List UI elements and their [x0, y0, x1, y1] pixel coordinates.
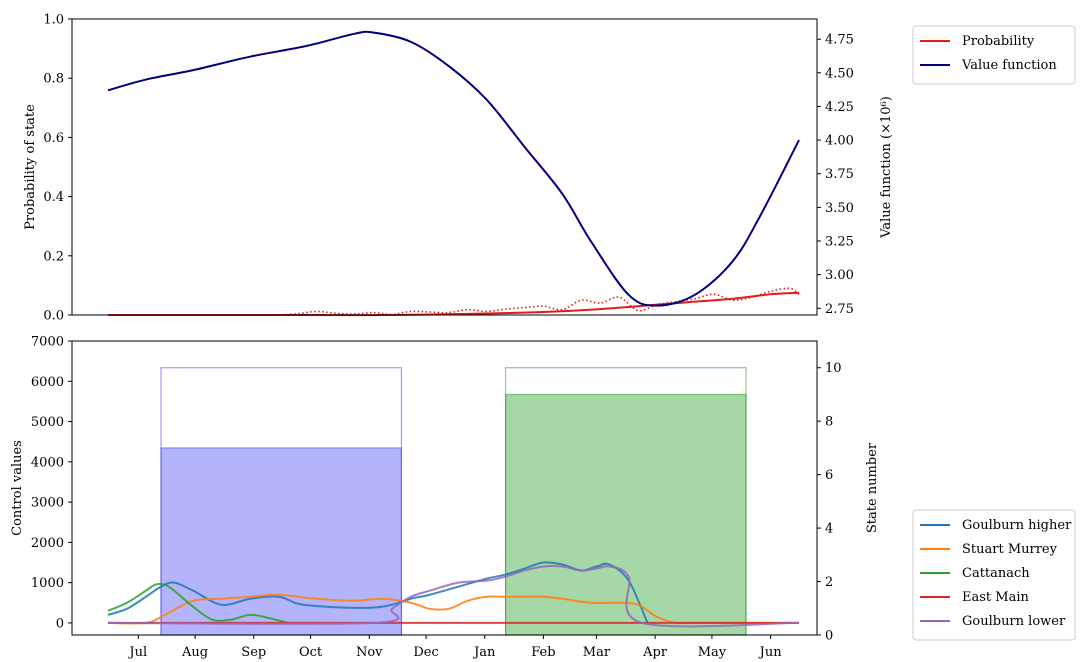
legend-top-frame: [912, 25, 1076, 85]
bottom-x-tick-label: Aug: [181, 645, 208, 660]
legend-top-label: Probability: [962, 34, 1035, 49]
bottom-left-ylabel: Control values: [10, 440, 25, 536]
top-left-tick-label: 1.0: [43, 13, 64, 28]
top-right-tick-label: 3.00: [825, 268, 854, 283]
bottom-x-ticks: Jul Aug Sep Oct Nov Dec Jan Feb Mar Apr May Jun: [127, 635, 782, 660]
top-left-tick-label: 0.2: [43, 249, 64, 264]
bottom-series-line-2: [107, 582, 289, 624]
legend-bottom-label: East Main: [962, 590, 1029, 605]
top-right-ticks: 2.75 3.00 3.25 3.50 3.75 4.00 4.25 4.50 4.75: [817, 33, 854, 317]
bottom-right-tick-label: 8: [825, 415, 833, 430]
top-series-line-1: [278, 287, 800, 316]
bottom-x-tick-label: May: [698, 645, 727, 660]
bottom-plot-area: [107, 367, 800, 636]
legend-top: Probability Value function: [912, 25, 1076, 85]
top-right-tick-label: 2.75: [825, 302, 854, 317]
top-series-line-0: [108, 291, 800, 317]
bottom-left-tick-label: 5000: [31, 415, 64, 430]
bottom-left-tick-label: 0: [56, 616, 64, 631]
bottom-x-tick-label: Mar: [583, 645, 611, 660]
top-right-tick-label: 3.75: [825, 167, 854, 182]
bottom-left-tick-label: 7000: [31, 335, 64, 350]
top-right-tick-label: 3.50: [825, 201, 854, 216]
top-left-tick-label: 0.6: [43, 131, 64, 146]
top-left-tick-label: 0.4: [43, 190, 64, 205]
bottom-right-tick-label: 0: [825, 629, 833, 644]
bottom-panel: 0 1000 2000 3000 4000 5000 6000 7000 0 2 4 6 8 10 Ju…: [10, 335, 880, 661]
top-left-ticks: 0.0 0.2 0.4 0.6 0.8 1.0: [43, 13, 72, 324]
bottom-x-tick-label: Jun: [758, 645, 783, 660]
bottom-x-tick-label: Jul: [127, 645, 147, 660]
top-right-tick-label: 4.75: [825, 33, 854, 48]
bottom-x-tick-label: Apr: [642, 645, 668, 660]
top-panel: 0.0 0.2 0.4 0.6 0.8 1.0 2.75 3.00 3.25 3.50 3.75 4…: [23, 13, 894, 324]
bottom-left-ticks: 0 1000 2000 3000 4000 5000 6000 7000: [31, 335, 72, 631]
top-right-tick-label: 4.25: [825, 100, 854, 115]
bottom-x-tick-label: Oct: [299, 645, 323, 660]
top-right-tick-label: 3.25: [825, 235, 854, 250]
bottom-left-tick-label: 3000: [31, 496, 64, 511]
bottom-right-tick-label: 10: [825, 361, 842, 376]
bottom-right-ylabel: State number: [865, 442, 880, 533]
bottom-axes-frame: [71, 340, 818, 636]
legend-bottom-frame: [912, 509, 1076, 641]
bottom-series-line-1: [107, 593, 799, 625]
bottom-x-tick-label: Nov: [356, 645, 383, 660]
bottom-right-tick-label: 6: [825, 468, 833, 483]
top-plot-area: [107, 30, 800, 317]
top-right-tick-label: 4.50: [825, 66, 854, 81]
bottom-right-tick-label: 2: [825, 575, 833, 590]
bottom-x-tick-label: Feb: [531, 645, 555, 660]
legend-top-label: Value function: [961, 58, 1057, 73]
top-series-line-2: [107, 30, 800, 307]
bottom-series-line-4: [107, 565, 800, 628]
state-bar-fill-1: [504, 393, 747, 636]
bottom-x-tick-label: Jan: [472, 645, 496, 660]
legend-bottom: Goulburn higher Stuart Murrey Cattanach Eas…: [912, 509, 1076, 641]
legend-bottom-label: Cattanach: [962, 566, 1030, 581]
legend-bottom-label: Stuart Murrey: [962, 542, 1058, 557]
top-left-tick-label: 0.8: [43, 72, 64, 87]
top-right-tick-label: 4.00: [825, 134, 854, 149]
top-axes-frame: [71, 18, 818, 316]
bottom-left-tick-label: 6000: [31, 375, 64, 390]
bottom-right-tick-label: 4: [825, 522, 833, 537]
bottom-x-tick-label: Sep: [241, 645, 266, 660]
top-left-ylabel: Probability of state: [23, 104, 38, 230]
legend-bottom-label: Goulburn higher: [962, 518, 1072, 533]
top-right-ylabel: Value function (×10⁶): [879, 96, 894, 239]
bottom-x-tick-label: Dec: [413, 645, 438, 660]
top-left-tick-label: 0.0: [43, 309, 64, 324]
bottom-left-tick-label: 2000: [31, 536, 64, 551]
bottom-left-tick-label: 4000: [31, 455, 64, 470]
bottom-right-ticks: 0 2 4 6 8 10: [817, 361, 842, 644]
bottom-left-tick-label: 1000: [31, 576, 64, 591]
legend-bottom-label: Goulburn lower: [962, 614, 1066, 629]
